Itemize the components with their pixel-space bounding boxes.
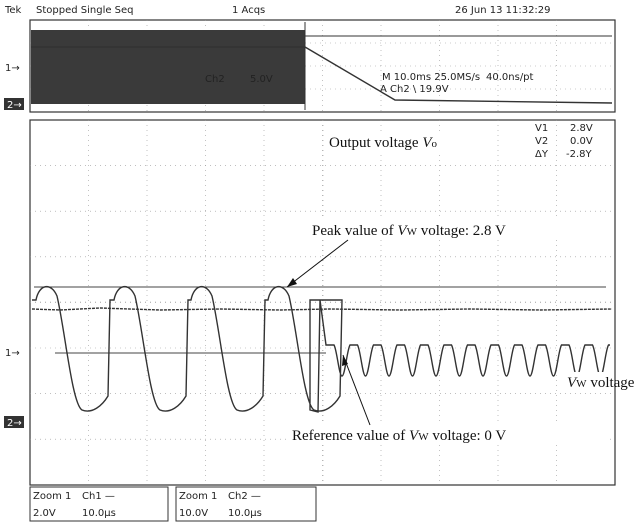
zoom-title: Zoom 1	[33, 491, 71, 502]
output-annotation: Output voltage Vo	[329, 135, 438, 151]
vw-annotation: VW voltage	[567, 375, 634, 391]
zoom-channel: Ch2 —	[228, 491, 261, 502]
marker-text: 2	[7, 418, 13, 429]
channel-marker: 2→	[7, 100, 22, 111]
vw-trace	[32, 287, 610, 412]
acquisitions: 1 Acqs	[232, 5, 265, 16]
scope-screenshot: Tek Stopped Single Seq 1 Acqs 26 Jun 13 …	[0, 0, 634, 524]
arrowhead	[287, 278, 297, 287]
zoom-region	[31, 30, 305, 104]
cursor-value: -2.8Y	[566, 149, 593, 160]
resolution: 40.0ns/pt	[486, 72, 534, 83]
text: Output voltage	[329, 135, 422, 151]
text: voltage: 2.8 V	[417, 223, 506, 239]
vo-trace	[32, 308, 612, 310]
channel-marker: 2→	[7, 418, 22, 429]
reference-arrow	[343, 355, 370, 425]
cursor-value: 2.8V	[570, 123, 593, 134]
text: Peak value of	[312, 223, 397, 239]
channel-marker: 1→	[5, 63, 20, 74]
subscript: W	[576, 378, 587, 390]
cursor-value: 0.0V	[570, 136, 593, 147]
reference-annotation: Reference value of VW voltage: 0 V	[292, 428, 506, 444]
peak-arrow	[287, 240, 348, 287]
marker-text: 2	[7, 100, 13, 111]
subscript: o	[432, 138, 438, 150]
zoom-time: 10.0µs	[228, 508, 262, 519]
text: voltage: 0 V	[429, 428, 507, 444]
overview-channel: Ch2	[205, 74, 225, 85]
overview-scale: 5.0V	[250, 74, 273, 85]
cursor-label: V2	[535, 136, 548, 147]
zoom-scale: 2.0V	[33, 508, 56, 519]
marker-text: 1	[5, 63, 11, 74]
subscript: W	[418, 431, 429, 443]
trigger: A Ch2 \ 19.9V	[380, 84, 449, 95]
peak-annotation: Peak value of VW voltage: 2.8 V	[312, 223, 506, 239]
timestamp: 26 Jun 13 11:32:29	[455, 5, 551, 16]
zoom-scale: 10.0V	[179, 508, 208, 519]
cursor-label: ΔY	[535, 149, 549, 160]
status: Stopped Single Seq	[36, 5, 134, 16]
zoom-title: Zoom 1	[179, 491, 217, 502]
zoom-time: 10.0µs	[82, 508, 116, 519]
marker-text: 1	[5, 348, 11, 359]
channel-marker: 1→	[5, 348, 20, 359]
cursor-label: V1	[535, 123, 548, 134]
brand: Tek	[4, 5, 22, 16]
subscript: W	[407, 226, 418, 238]
text: Reference value of	[292, 428, 409, 444]
timebase: M 10.0ms 25.0MS/s	[382, 72, 480, 83]
zoom-channel: Ch1 —	[82, 491, 115, 502]
text: voltage	[587, 375, 634, 391]
